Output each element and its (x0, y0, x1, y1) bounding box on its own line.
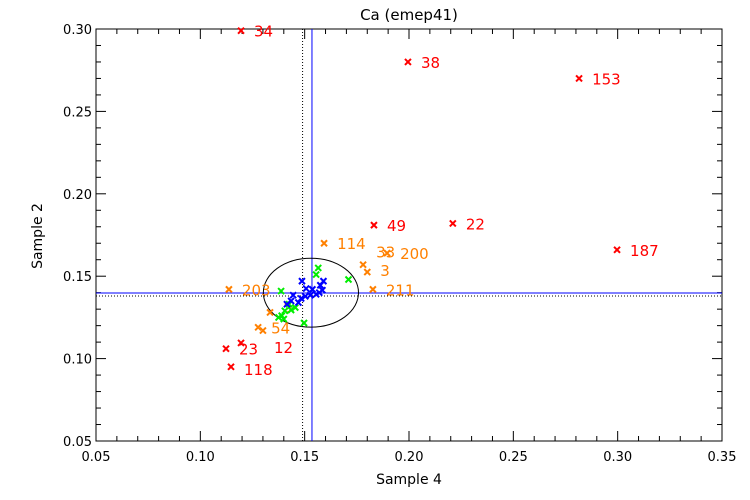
data-point-red (449, 219, 457, 228)
data-point-label: 49 (387, 217, 406, 235)
data-point-orange (259, 326, 267, 335)
data-point-label: 118 (244, 361, 273, 379)
x-tick-label: 0.20 (395, 450, 424, 465)
data-point-label: 33 (376, 244, 395, 262)
data-point-orange (369, 285, 377, 294)
data-point-label: 153 (592, 70, 621, 88)
data-point-red (370, 221, 378, 229)
x-tick-label: 0.30 (603, 450, 632, 465)
data-point-orange (383, 249, 391, 257)
data-point-red (222, 345, 230, 353)
data-point-label: 114 (337, 235, 366, 253)
plot-area: 0.05 0.10 0.15 0.20 0.25 0.30 0.35 0.05 0.10 0.15… (63, 23, 736, 465)
data-point-green (274, 313, 283, 322)
data-point-blue (298, 277, 306, 285)
data-point-blue (289, 291, 297, 299)
data-point-blue (283, 300, 291, 308)
data-point-orange (363, 268, 371, 276)
data-point-blue (319, 277, 328, 285)
data-point-green (291, 303, 299, 312)
data-point-red (227, 363, 235, 371)
data-point-green (312, 270, 320, 279)
y-tick-label: 0.10 (63, 353, 92, 368)
data-point-orange (359, 260, 367, 269)
x-tick-label: 0.15 (290, 450, 319, 465)
data-point-label: 38 (421, 54, 440, 72)
data-point-label: 200 (400, 245, 429, 263)
data-point-red (237, 339, 245, 347)
y-tick-label: 0.05 (63, 435, 92, 450)
x-axis-label: Sample 4 (376, 472, 442, 488)
data-point-label: 211 (386, 281, 415, 299)
data-point-label: 187 (630, 242, 659, 260)
y-tick-label: 0.25 (63, 105, 92, 120)
data-point-orange (266, 308, 274, 317)
data-point-red (575, 74, 583, 83)
plot-frame (95, 28, 723, 442)
data-point-green (314, 264, 322, 272)
data-point-label: 3 (380, 262, 390, 280)
data-point-blue (301, 292, 310, 301)
data-point-label: 34 (254, 23, 273, 41)
data-point-green (300, 319, 308, 327)
y-axis-label: Sample 2 (30, 203, 46, 269)
confidence-ellipse (262, 257, 360, 328)
y-tick-label: 0.15 (63, 270, 92, 285)
data-point-orange (225, 285, 233, 294)
x-tick-label: 0.25 (499, 450, 528, 465)
data-point-label: 54 (271, 319, 290, 337)
data-point-label: 22 (466, 215, 485, 233)
chart-title: Ca (emep41) (360, 6, 458, 24)
data-point-red (237, 26, 245, 35)
data-point-green (280, 315, 288, 323)
data-point-red (404, 58, 412, 66)
data-point-orange (254, 323, 262, 331)
data-point-red (613, 246, 621, 254)
data-point-blue (297, 294, 305, 303)
y-tick-label: 0.30 (63, 23, 92, 38)
data-point-blue (315, 288, 323, 297)
data-point-label: 203 (242, 281, 271, 299)
data-point-blue (302, 284, 310, 293)
x-tick-label: 0.05 (82, 450, 111, 465)
y-tick-label: 0.20 (63, 188, 92, 203)
x-tick-label: 0.10 (186, 450, 215, 465)
data-point-green (344, 275, 353, 284)
data-point-label: 12 (274, 339, 293, 357)
data-point-green (281, 307, 289, 315)
data-point-green (287, 306, 295, 314)
data-point-green (277, 287, 285, 295)
data-point-blue (306, 291, 315, 299)
x-tick-label: 0.35 (708, 450, 737, 465)
data-point-orange (320, 239, 328, 247)
